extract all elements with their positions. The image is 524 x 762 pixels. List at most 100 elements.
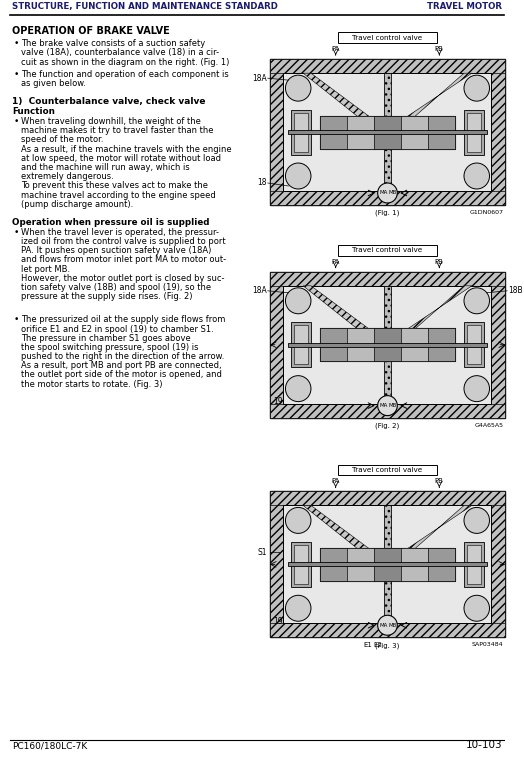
Text: Travel control valve: Travel control valve	[352, 35, 422, 40]
Bar	[291, 322, 311, 367]
Text: PC160/180LC-7K: PC160/180LC-7K	[12, 741, 87, 750]
Bar	[270, 59, 283, 205]
Text: MB: MB	[388, 190, 397, 196]
Circle shape	[286, 75, 311, 101]
Bar	[288, 562, 487, 566]
Text: When traveling downhill, the weight of the: When traveling downhill, the weight of t…	[20, 117, 201, 126]
Text: machine travel according to the engine speed: machine travel according to the engine s…	[20, 190, 215, 200]
Text: Travel control valve: Travel control valve	[352, 467, 422, 473]
Text: SAP03484: SAP03484	[472, 642, 503, 647]
Bar	[320, 116, 455, 149]
Bar	[270, 272, 505, 418]
Text: When the travel lever is operated, the pressur-: When the travel lever is operated, the p…	[20, 228, 219, 237]
Bar	[492, 491, 505, 637]
Text: PA: PA	[332, 46, 340, 53]
Text: Function: Function	[12, 107, 54, 116]
Text: speed of the motor.: speed of the motor.	[20, 136, 103, 145]
Circle shape	[464, 595, 489, 621]
Text: 18A: 18A	[252, 287, 267, 296]
Bar	[294, 545, 308, 584]
Bar	[270, 623, 505, 637]
Bar	[283, 286, 492, 404]
Bar	[270, 491, 283, 637]
Circle shape	[378, 395, 397, 415]
Bar	[384, 505, 391, 623]
Bar	[288, 130, 487, 134]
Text: as given below.: as given below.	[20, 79, 85, 88]
Text: S1: S1	[257, 548, 267, 557]
Bar	[401, 548, 428, 581]
Text: orifice E1 and E2 in spool (19) to chamber S1.: orifice E1 and E2 in spool (19) to chamb…	[20, 325, 213, 334]
Text: The pressure in chamber S1 goes above: The pressure in chamber S1 goes above	[20, 334, 190, 343]
Circle shape	[378, 183, 397, 203]
Text: As a result, if the machine travels with the engine: As a result, if the machine travels with…	[20, 145, 231, 154]
Text: ized oil from the control valve is supplied to port: ized oil from the control valve is suppl…	[20, 237, 225, 246]
Text: and flows from motor inlet port MA to motor out-: and flows from motor inlet port MA to mo…	[20, 255, 226, 264]
Bar	[270, 272, 283, 418]
Text: pressure at the supply side rises. (Fig. 2): pressure at the supply side rises. (Fig.…	[20, 292, 192, 301]
Bar	[294, 113, 308, 152]
Text: E1: E1	[364, 642, 372, 648]
Text: 18B: 18B	[508, 287, 523, 296]
Text: MB: MB	[388, 623, 397, 628]
Circle shape	[464, 376, 489, 402]
Text: TRAVEL MOTOR: TRAVEL MOTOR	[427, 2, 502, 11]
Polygon shape	[303, 286, 384, 350]
Bar	[270, 491, 505, 505]
Text: Operation when pressure oil is supplied: Operation when pressure oil is supplied	[12, 218, 209, 227]
Text: at low speed, the motor will rotate without load: at low speed, the motor will rotate with…	[20, 154, 221, 163]
Bar	[270, 404, 505, 418]
Text: OPERATION OF BRAKE VALVE: OPERATION OF BRAKE VALVE	[12, 26, 170, 37]
Circle shape	[286, 376, 311, 402]
Bar	[374, 328, 401, 361]
Text: (Fig. 3): (Fig. 3)	[375, 642, 400, 648]
Text: valve (18A), counterbalance valve (18) in a cir-: valve (18A), counterbalance valve (18) i…	[20, 49, 219, 57]
Bar	[374, 116, 401, 149]
Text: The brake valve consists of a suction safety: The brake valve consists of a suction sa…	[20, 39, 205, 48]
Text: 10-103: 10-103	[466, 740, 502, 750]
Text: (pump discharge amount).: (pump discharge amount).	[20, 200, 133, 209]
Text: PA. It pushes open suction safety valve (18A): PA. It pushes open suction safety valve …	[20, 246, 211, 255]
Circle shape	[286, 507, 311, 533]
Text: PA: PA	[332, 479, 340, 485]
Text: 18: 18	[257, 178, 267, 187]
Text: However, the motor outlet port is closed by suc-: However, the motor outlet port is closed…	[20, 274, 224, 283]
Bar	[283, 505, 492, 623]
Text: pushed to the right in the direction of the arrow.: pushed to the right in the direction of …	[20, 352, 224, 361]
Bar	[339, 245, 436, 256]
Circle shape	[286, 163, 311, 189]
Bar	[384, 286, 391, 404]
Text: The pressurized oil at the supply side flows from: The pressurized oil at the supply side f…	[20, 315, 225, 325]
Bar	[401, 328, 428, 361]
Text: PA: PA	[332, 259, 340, 265]
Bar	[320, 328, 347, 361]
Text: •: •	[14, 39, 19, 48]
Bar	[270, 191, 505, 205]
Bar	[467, 325, 481, 364]
Text: cuit as shown in the diagram on the right. (Fig. 1): cuit as shown in the diagram on the righ…	[20, 58, 229, 66]
Circle shape	[464, 288, 489, 314]
Bar	[270, 272, 505, 286]
Bar	[288, 343, 487, 347]
Text: •: •	[14, 117, 19, 126]
Text: To prevent this these valves act to make the: To prevent this these valves act to make…	[20, 181, 208, 190]
Bar	[492, 59, 505, 205]
Bar	[384, 73, 391, 191]
Bar	[384, 73, 391, 191]
Bar	[320, 548, 455, 581]
Text: tion safety valve (18B) and spool (19), so the: tion safety valve (18B) and spool (19), …	[20, 283, 211, 292]
Text: G1DN0607: G1DN0607	[469, 210, 503, 215]
Text: The function and operation of each component is: The function and operation of each compo…	[20, 70, 228, 78]
Polygon shape	[391, 286, 472, 350]
Polygon shape	[391, 505, 472, 569]
Polygon shape	[303, 73, 384, 137]
Bar	[384, 505, 391, 623]
Bar	[320, 116, 347, 149]
Bar	[347, 328, 374, 361]
Bar	[492, 272, 505, 418]
Bar	[428, 116, 455, 149]
Text: PB: PB	[435, 479, 444, 485]
Text: Travel control valve: Travel control valve	[352, 248, 422, 254]
Text: 1)  Counterbalance valve, check valve: 1) Counterbalance valve, check valve	[12, 97, 205, 106]
Circle shape	[286, 288, 311, 314]
